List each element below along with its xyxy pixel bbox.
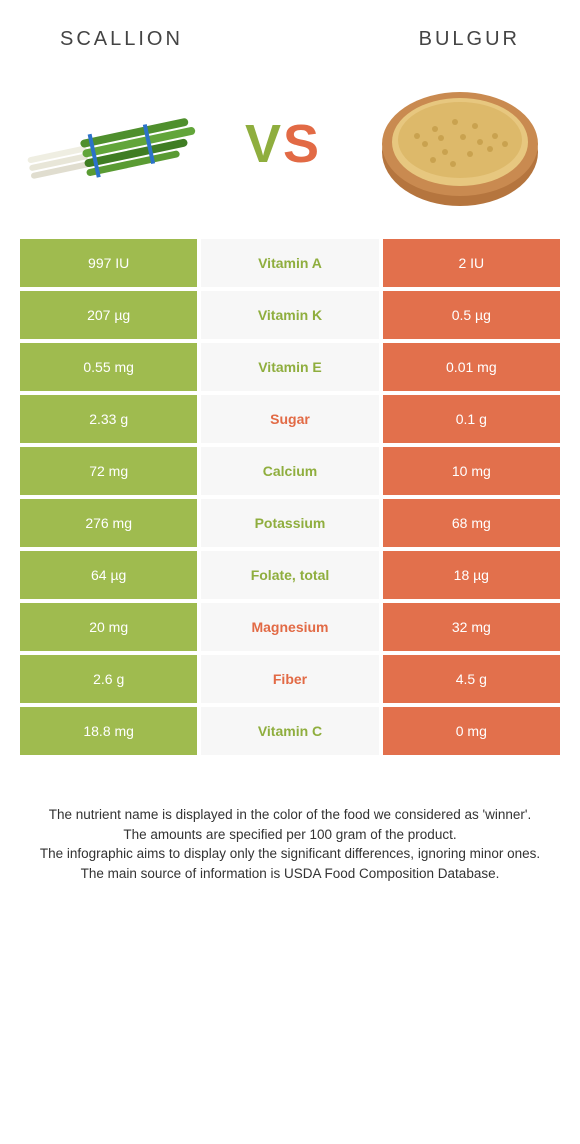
nutrient-row: 207 µgVitamin K0.5 µg [20,291,560,339]
right-value: 0.1 g [383,395,560,443]
nutrient-row: 276 mgPotassium68 mg [20,499,560,547]
nutrient-row: 18.8 mgVitamin C0 mg [20,707,560,755]
header-titles: SCALLION BULGUR [0,0,580,61]
vs-row: VS [0,61,580,239]
nutrient-row: 0.55 mgVitamin E0.01 mg [20,343,560,391]
nutrient-label: Fiber [201,655,378,703]
right-value: 18 µg [383,551,560,599]
left-value: 20 mg [20,603,197,651]
left-value: 0.55 mg [20,343,197,391]
nutrient-row: 2.33 gSugar0.1 g [20,395,560,443]
left-value: 997 IU [20,239,197,287]
right-food-title: BULGUR [419,28,520,51]
nutrient-row: 72 mgCalcium10 mg [20,447,560,495]
left-value: 64 µg [20,551,197,599]
right-value: 32 mg [383,603,560,651]
nutrient-row: 2.6 gFiber4.5 g [20,655,560,703]
right-value: 10 mg [383,447,560,495]
vs-v: V [245,114,283,174]
nutrient-label: Vitamin K [201,291,378,339]
nutrient-label: Folate, total [201,551,378,599]
footer-line: The amounts are specified per 100 gram o… [30,825,550,845]
footer-notes: The nutrient name is displayed in the co… [0,755,580,883]
nutrient-row: 20 mgMagnesium32 mg [20,603,560,651]
scallion-image [16,79,196,209]
bulgur-image [370,79,550,209]
left-value: 276 mg [20,499,197,547]
footer-line: The main source of information is USDA F… [30,864,550,884]
right-value: 2 IU [383,239,560,287]
nutrient-row: 64 µgFolate, total18 µg [20,551,560,599]
nutrient-label: Potassium [201,499,378,547]
nutrient-label: Vitamin E [201,343,378,391]
nutrient-label: Calcium [201,447,378,495]
right-value: 68 mg [383,499,560,547]
footer-line: The infographic aims to display only the… [30,844,550,864]
left-value: 18.8 mg [20,707,197,755]
right-value: 4.5 g [383,655,560,703]
left-value: 2.33 g [20,395,197,443]
left-value: 207 µg [20,291,197,339]
nutrient-label: Sugar [201,395,378,443]
left-value: 72 mg [20,447,197,495]
nutrient-label: Vitamin C [201,707,378,755]
right-value: 0 mg [383,707,560,755]
right-value: 0.01 mg [383,343,560,391]
nutrient-label: Magnesium [201,603,378,651]
nutrient-row: 997 IUVitamin A2 IU [20,239,560,287]
footer-line: The nutrient name is displayed in the co… [30,805,550,825]
right-value: 0.5 µg [383,291,560,339]
nutrient-label: Vitamin A [201,239,378,287]
vs-label: VS [245,113,321,175]
left-food-title: SCALLION [60,28,183,51]
nutrient-table: 997 IUVitamin A2 IU207 µgVitamin K0.5 µg… [20,239,560,755]
left-value: 2.6 g [20,655,197,703]
vs-s: S [283,114,321,174]
